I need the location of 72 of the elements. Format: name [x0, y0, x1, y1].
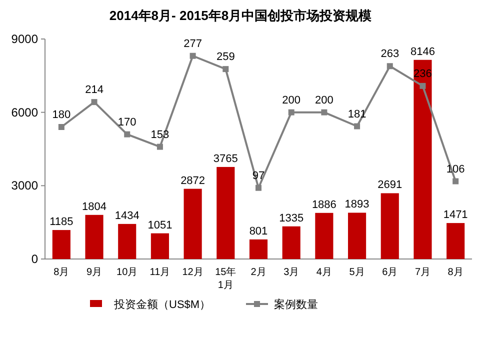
bar: [52, 230, 70, 259]
y-tick-label: 0: [31, 252, 38, 266]
data-label: 1893: [344, 198, 370, 211]
point: [354, 123, 360, 130]
data-label: 200: [315, 94, 334, 106]
data-label: 170: [118, 116, 136, 128]
data-label: 153: [150, 128, 170, 141]
point: [452, 178, 459, 184]
bar: [150, 233, 169, 259]
data-label: 801: [249, 225, 268, 238]
data-label: 200: [282, 94, 301, 106]
data-label: 2872: [180, 174, 206, 187]
data-label: 181: [348, 108, 366, 120]
x-tick-label: 8月: [54, 267, 70, 278]
bar: [118, 224, 136, 259]
legend-label: 投资金额（US$M）: [113, 298, 211, 311]
point: [124, 131, 130, 138]
x-tick-label: 6月: [382, 267, 398, 278]
chart-title: 2014年8月- 2015年8月中国创投市场投资规模: [109, 8, 372, 23]
x-tick-label: 3月: [284, 267, 300, 278]
y-tick-label: 9000: [11, 32, 38, 46]
data-label: 214: [85, 84, 104, 96]
data-label: 1471: [443, 209, 468, 222]
x-tick-label: 12月: [182, 267, 204, 278]
point: [386, 63, 393, 70]
x-tick-label: 11月: [150, 267, 170, 278]
point: [420, 82, 426, 89]
x-tick-label: 10月: [116, 267, 138, 278]
data-label: 2691: [378, 179, 402, 192]
y-tick-label: 3000: [11, 178, 38, 193]
bar: [282, 226, 300, 259]
data-label: 3765: [213, 152, 238, 165]
point: [58, 124, 64, 130]
bar: [380, 193, 399, 259]
point: [156, 144, 163, 150]
data-label: 8146: [410, 46, 435, 58]
data-label: 1434: [114, 210, 140, 222]
data-label: 97: [252, 170, 265, 182]
x-tick-label: 5月: [349, 267, 365, 278]
data-label: 1335: [279, 212, 304, 224]
bar: [216, 166, 235, 259]
data-label: 1804: [82, 200, 107, 213]
point: [91, 99, 98, 106]
bar: [446, 223, 465, 259]
data-label: 1185: [50, 216, 74, 228]
bar: [85, 214, 104, 259]
data-label: 1886: [312, 198, 336, 211]
point: [222, 66, 229, 72]
bar: [315, 212, 334, 259]
data-label: 1051: [148, 219, 172, 232]
legend-label: 案例数量: [274, 298, 318, 311]
x-tick-label: 9月: [86, 267, 102, 278]
x-tick-label: 15年 1月: [215, 266, 236, 291]
x-tick-label: 8月: [448, 267, 464, 278]
data-label: 236: [414, 68, 432, 80]
x-tick-label: 7月: [414, 267, 431, 278]
bar: [348, 212, 366, 259]
data-label: 259: [216, 51, 235, 64]
y-tick-label: 6000: [11, 105, 38, 120]
point: [288, 109, 294, 116]
bar: [414, 60, 432, 259]
data-label: 277: [184, 38, 202, 50]
x-tick-label: 4月: [316, 267, 332, 278]
point: [321, 109, 328, 116]
point: [190, 52, 196, 59]
point: [256, 184, 262, 191]
bar: [249, 239, 268, 259]
bar: [184, 188, 202, 259]
data-label: 180: [52, 109, 71, 121]
x-tick-label: 2月: [250, 267, 266, 278]
data-label: 106: [446, 163, 465, 176]
data-label: 263: [380, 48, 400, 60]
